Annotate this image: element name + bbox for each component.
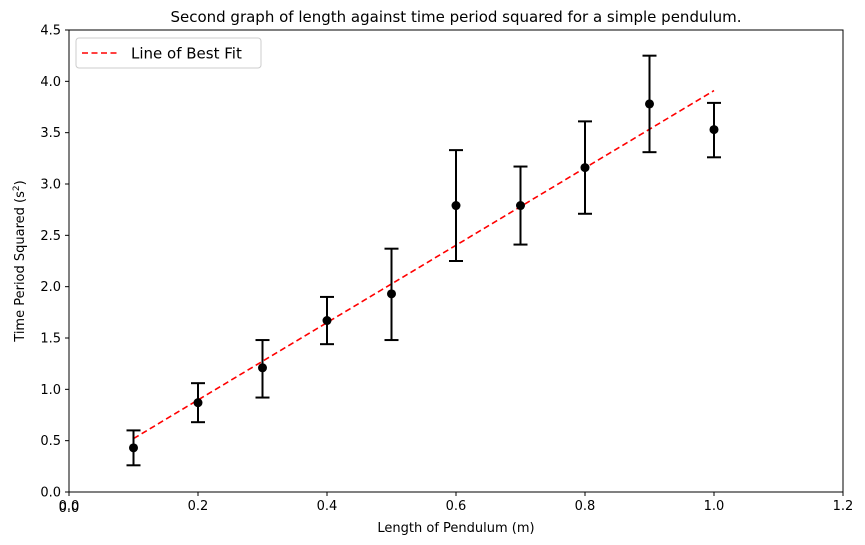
y-tick-label: 0.5 [40,434,61,449]
chart-title: Second graph of length against time peri… [170,8,741,26]
data-point [709,125,719,135]
y-tick-label: 0.0 [40,486,61,501]
x-tick-label: 0.0 [59,499,80,514]
y-tick-label: 4.0 [40,75,61,90]
x-tick-label: 0.6 [446,499,467,514]
data-point [387,289,396,299]
best-fit-line [133,89,715,440]
data-points-layer [129,99,719,453]
legend-label: Line of Best Fit [131,45,242,63]
x-tick-label: 1.0 [704,499,725,514]
x-tick-label: 1.2 [833,499,854,514]
data-point [645,99,654,109]
y-tick-label: 3.0 [40,178,61,193]
data-point [258,363,267,373]
data-point [451,201,461,211]
x-axis-label: Length of Pendulum (m) [377,521,534,536]
best-fit-layer [133,89,715,440]
legend-box [75,37,262,69]
y-tick-label: 2.0 [40,280,61,295]
y-tick-label: 2.5 [40,229,61,244]
y-axis-label-main: Time Period Squared (s [13,191,28,343]
y-axis-label-superscript: 2 [12,185,22,191]
y-tick-label: 1.0 [40,383,61,398]
data-point [322,316,332,326]
y-axis-label-close: ) [13,180,28,185]
data-point [516,201,525,211]
data-point [129,443,138,453]
y-axis-label: Time Period Squared (s2) [12,180,28,342]
x-axis: 0.0 0.2 0.4 0.6 0.8 1.0 1.20.0 [59,492,854,516]
x-tick-label-duplicate: 0.0 [59,501,80,516]
data-point [580,163,590,173]
y-tick-label: 3.5 [40,126,61,141]
error-bars-layer [126,54,721,467]
x-tick-label: 0.4 [317,499,338,514]
x-tick-label: 0.8 [575,499,596,514]
x-tick-label: 0.2 [188,499,209,514]
data-point [193,398,203,408]
y-tick-label: 1.5 [40,332,61,347]
legend: Line of Best Fit [75,37,262,69]
y-tick-label: 4.5 [40,24,61,39]
y-axis: 0.0 0.5 1.0 1.5 2.0 2.5 3.0 3.5 4.0 4.5 [40,24,69,501]
